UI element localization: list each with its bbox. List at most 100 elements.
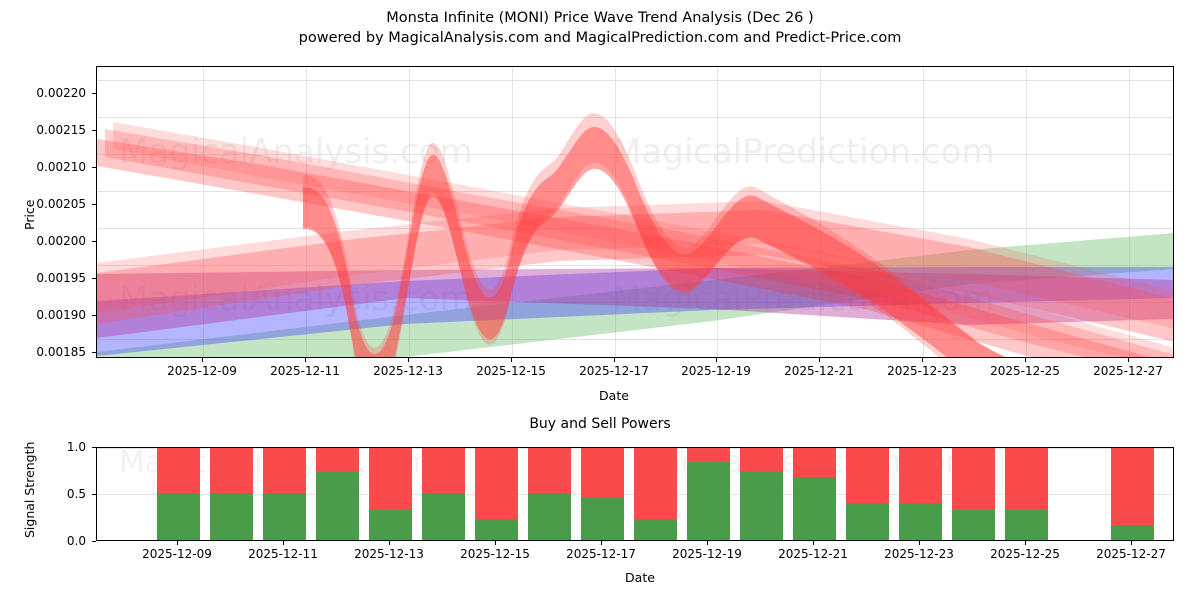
gridline: [306, 67, 307, 357]
gridline: [97, 117, 1173, 118]
sell-power-segment: [951, 448, 995, 510]
series-red-band-resistance-falling-3: [113, 122, 1173, 357]
power-bar[interactable]: [262, 448, 306, 540]
price-xtick-9: 2025-12-27: [1093, 364, 1163, 378]
buy-power-segment: [580, 497, 624, 540]
power-bar[interactable]: [209, 448, 253, 540]
power-xtick-5: 2025-12-19: [672, 547, 742, 561]
tickmark: [92, 494, 96, 495]
power-ytick-2: 1.0: [66, 440, 86, 454]
gridline: [409, 67, 410, 357]
buy-power-segment: [739, 472, 783, 540]
power-bar[interactable]: [474, 448, 518, 540]
price-ytick-7: 0.00220: [36, 86, 86, 100]
price-ytick-1: 0.00190: [36, 308, 86, 322]
power-bar[interactable]: [527, 448, 571, 540]
buy-power-segment: [686, 461, 730, 540]
sell-power-segment: [421, 448, 465, 493]
tickmark: [305, 358, 306, 362]
price-x-axis-label: Date: [599, 388, 629, 403]
power-xtick-8: 2025-12-25: [990, 547, 1060, 561]
tickmark: [1131, 541, 1132, 545]
power-bar[interactable]: [421, 448, 465, 540]
power-xtick-4: 2025-12-17: [566, 547, 636, 561]
series-purple-band-trend: [97, 268, 1173, 338]
power-bar[interactable]: [951, 448, 995, 540]
tickmark: [92, 130, 96, 131]
power-xtick-9: 2025-12-27: [1096, 547, 1166, 561]
price-xtick-0: 2025-12-09: [167, 364, 237, 378]
price-xtick-8: 2025-12-25: [990, 364, 1060, 378]
tickmark: [614, 358, 615, 362]
buy-power-segment: [368, 509, 412, 540]
power-bar[interactable]: [633, 448, 677, 540]
tickmark: [92, 278, 96, 279]
tickmark: [283, 541, 284, 545]
tickmark: [1128, 358, 1129, 362]
gridline: [923, 67, 924, 357]
sell-power-segment: [474, 448, 518, 520]
power-bar[interactable]: [315, 448, 359, 540]
tickmark: [1025, 541, 1026, 545]
sell-power-segment: [633, 448, 677, 520]
gridline: [97, 154, 1173, 155]
tickmark: [1025, 358, 1026, 362]
gridline: [1026, 67, 1027, 357]
tickmark: [202, 358, 203, 362]
power-bar[interactable]: [580, 448, 624, 540]
buy-power-segment: [262, 493, 306, 540]
power-ytick-0: 0.0: [66, 534, 86, 548]
power-bar[interactable]: [368, 448, 412, 540]
power-bar[interactable]: [686, 448, 730, 540]
sell-power-segment: [739, 448, 783, 473]
tickmark: [92, 241, 96, 242]
tickmark: [408, 358, 409, 362]
price-ytick-3: 0.00200: [36, 234, 86, 248]
power-bar[interactable]: [1004, 448, 1048, 540]
price-ytick-4: 0.00205: [36, 197, 86, 211]
tickmark: [92, 447, 96, 448]
buy-power-segment: [845, 503, 889, 540]
power-xtick-7: 2025-12-23: [884, 547, 954, 561]
power-xtick-1: 2025-12-11: [248, 547, 318, 561]
power-bar[interactable]: [156, 448, 200, 540]
sell-power-segment: [262, 448, 306, 493]
tickmark: [601, 541, 602, 545]
gridline: [97, 339, 1173, 340]
power-chart-plot-area: MagicalAnalysis.com MagicalPrediction.co…: [96, 447, 1174, 541]
price-chart-plot-area: MagicalAnalysis.com MagicalPrediction.co…: [96, 66, 1174, 358]
price-ytick-0: 0.00185: [36, 345, 86, 359]
price-ytick-6: 0.00215: [36, 123, 86, 137]
buy-power-segment: [1004, 509, 1048, 540]
tickmark: [707, 541, 708, 545]
sell-power-segment: [368, 448, 412, 510]
tickmark: [92, 204, 96, 205]
buy-power-segment: [421, 493, 465, 540]
tickmark: [495, 541, 496, 545]
tickmark: [92, 352, 96, 353]
sell-power-segment: [580, 448, 624, 498]
gridline: [97, 302, 1173, 303]
series-red-wave-oscillator: [303, 127, 1006, 357]
power-xtick-0: 2025-12-09: [142, 547, 212, 561]
price-xtick-4: 2025-12-17: [579, 364, 649, 378]
power-bar[interactable]: [739, 448, 783, 540]
sell-power-segment: [315, 448, 359, 473]
power-bar[interactable]: [792, 448, 836, 540]
buy-power-segment: [633, 519, 677, 540]
price-xtick-6: 2025-12-21: [784, 364, 854, 378]
tickmark: [813, 541, 814, 545]
power-bar[interactable]: [1110, 448, 1154, 540]
power-y-axis-label: Signal Strength: [22, 441, 37, 538]
series-red-band-rising-2: [97, 201, 1173, 329]
price-xtick-5: 2025-12-19: [681, 364, 751, 378]
power-chart-title: Buy and Sell Powers: [529, 416, 671, 432]
price-y-axis-label: Price: [22, 199, 37, 231]
title-block: Monsta Infinite (MONI) Price Wave Trend …: [0, 8, 1200, 48]
series-red-band-rising: [97, 210, 1173, 342]
power-bar[interactable]: [845, 448, 889, 540]
tickmark: [92, 167, 96, 168]
buy-power-segment: [315, 472, 359, 540]
power-bar[interactable]: [898, 448, 942, 540]
